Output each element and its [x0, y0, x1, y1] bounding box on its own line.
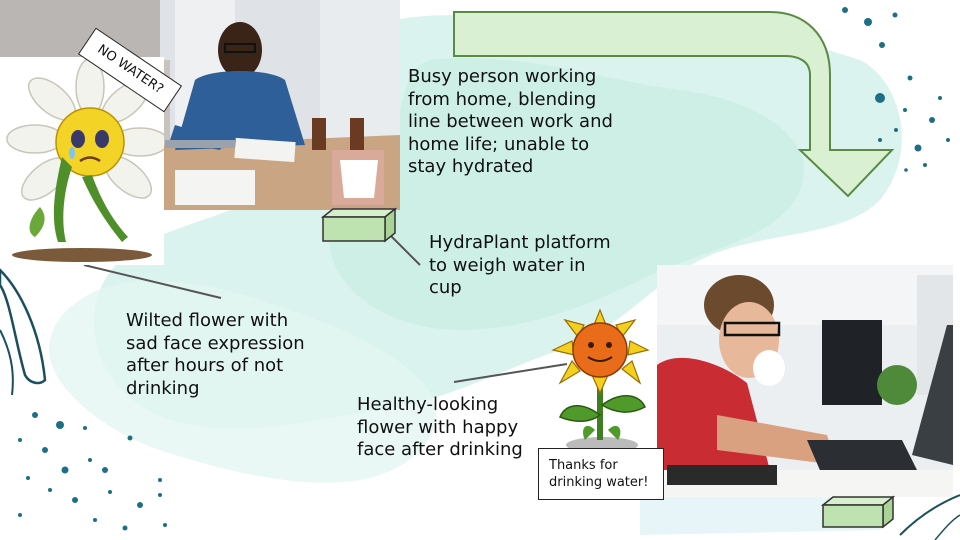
leaf-outline: [899, 494, 960, 536]
thanks-text: Thanks for drinking water!: [549, 458, 649, 490]
happy-sunflower-icon: [551, 308, 650, 453]
curved-arrow: [453, 11, 895, 198]
thanks-bubble: Thanks for drinking water!: [538, 448, 664, 500]
connector-line: [387, 232, 421, 266]
dot-cluster: [842, 7, 950, 172]
connector-line: [453, 363, 568, 383]
watercolor-wash-2: [328, 57, 804, 331]
sad-daisy-icon: [6, 58, 164, 262]
photo-man-drinking: [657, 265, 953, 497]
leaf-outline: [0, 268, 47, 385]
leaf-outline: [934, 514, 960, 540]
wilted-flower-image: [0, 57, 164, 265]
scale-platform-icon: [820, 495, 896, 529]
leaf-outline: [0, 329, 14, 396]
dot-cluster: [18, 412, 167, 531]
watercolor-wash-3: [48, 281, 437, 483]
caption-wilted: Wilted flower with sad face expression a…: [126, 310, 305, 399]
caption-platform: HydraPlant platform to weigh water in cu…: [429, 232, 611, 298]
caption-healthy: Healthy-looking flower with happy face a…: [357, 394, 523, 460]
connector-line: [83, 264, 222, 299]
caption-busy-person: Busy person working from home, blending …: [408, 66, 613, 177]
happy-flower-image: [550, 305, 655, 455]
scale-platform-icon: [320, 207, 398, 243]
